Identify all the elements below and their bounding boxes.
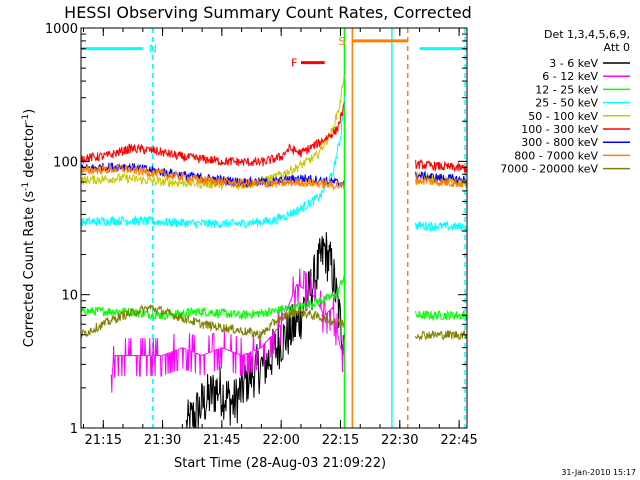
legend-label-6: 300 - 800 keV [521, 136, 598, 149]
x-tick-label-1: 21:30 [144, 433, 181, 448]
x-tick-label-2: 21:45 [203, 433, 240, 448]
legend-label-4: 50 - 100 keV [528, 110, 598, 123]
y-tick-label-1: 10 [61, 289, 78, 304]
legend-label-3: 25 - 50 keV [535, 97, 598, 110]
y-axis-label-sup: -1 [21, 182, 31, 191]
series-line-8-0 [81, 304, 345, 339]
x-tick-label-0: 21:15 [85, 433, 122, 448]
legend-header-1: Det 1,3,4,5,6,9, [544, 28, 630, 41]
y-axis-label-sup2: -1 [21, 114, 31, 123]
legend-label-8: 7000 - 20000 keV [500, 163, 598, 176]
legend-header-2: Att 0 [604, 41, 630, 54]
x-tick-label-4: 22:15 [322, 433, 359, 448]
y-axis-label-main: Corrected Count Rate (s [22, 191, 37, 348]
chart-title: HESSI Observing Summary Count Rates, Cor… [64, 3, 472, 22]
footer-timestamp: 31-Jan-2010 15:17 [561, 468, 636, 477]
series-line-3-0 [81, 96, 345, 230]
y-tick-label-3: 1000 [45, 22, 78, 37]
series-line-6-0 [81, 162, 345, 188]
x-tick-label-5: 22:30 [381, 433, 418, 448]
y-axis-label: Corrected Count Rate (s-1 detector-1) [21, 109, 37, 347]
series-line-2-0 [81, 274, 345, 321]
legend-label-2: 12 - 25 keV [535, 83, 598, 96]
x-tick-label-6: 22:45 [440, 433, 477, 448]
legend-label-5: 100 - 300 keV [521, 123, 598, 136]
plot-area [81, 28, 467, 428]
flag-label-0: N [149, 43, 157, 56]
x-tick-label-3: 22:00 [262, 433, 299, 448]
y-axis-label-mid: detector [22, 122, 37, 182]
flag-label-2: S [338, 35, 345, 48]
series-line-0-0 [185, 232, 345, 428]
series-line-5-1 [415, 158, 467, 173]
flag-label-1: F [291, 57, 297, 70]
series-line-1-0 [110, 268, 345, 393]
legend-label-7: 800 - 7000 keV [514, 149, 598, 162]
series-line-2-1 [415, 309, 467, 322]
legend-label-0: 3 - 6 keV [549, 57, 598, 70]
y-tick-label-2: 100 [53, 155, 78, 170]
y-axis-label-tail: ) [22, 109, 37, 114]
axis-ticks: 21:15 21:30 21:45 22:00 22:15 22:30 22:45 1 10 10… [45, 22, 478, 448]
legend-label-1: 6 - 12 keV [542, 70, 598, 83]
series-line-7-1 [415, 176, 467, 188]
series-line-7-0 [81, 164, 345, 191]
series-line-3-1 [415, 220, 467, 233]
series-line-8-1 [415, 330, 467, 342]
plot-frame [80, 27, 468, 429]
x-axis-label: Start Time (28-Aug-03 21:09:22) [174, 456, 386, 471]
series-line-5-0 [81, 102, 345, 167]
series-line-4-0 [81, 75, 345, 192]
y-tick-label-0: 1 [70, 422, 78, 437]
